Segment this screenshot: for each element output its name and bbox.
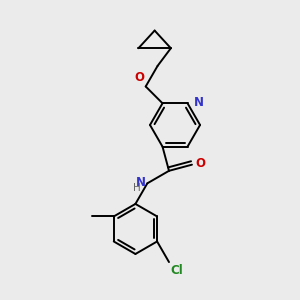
Text: O: O: [134, 71, 144, 84]
Text: N: N: [136, 176, 146, 189]
Text: H: H: [133, 183, 141, 193]
Text: N: N: [194, 96, 204, 109]
Text: Cl: Cl: [170, 263, 183, 277]
Text: O: O: [195, 157, 205, 170]
